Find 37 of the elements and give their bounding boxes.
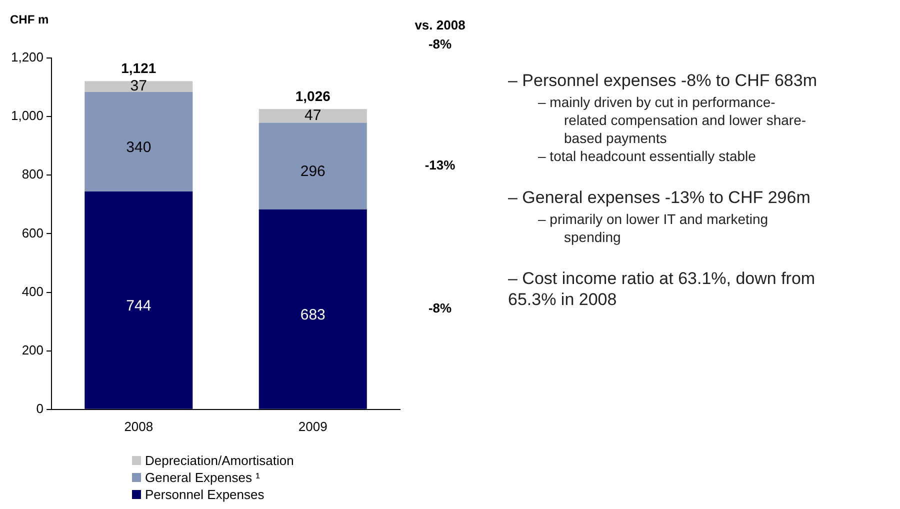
text: -8% (428, 36, 452, 52)
total-label: 1,121 (121, 60, 156, 76)
bar (258, 209, 367, 409)
text: – Personnel expenses -8% to CHF 683m (508, 70, 818, 91)
bar (84, 81, 193, 92)
data-label: 683 (300, 306, 326, 324)
bar (84, 192, 193, 409)
y-tick-label: 600 (22, 225, 44, 240)
y-tick-label: 200 (22, 342, 44, 358)
bar (258, 108, 367, 123)
legend-label: Depreciation/Amortisation (145, 453, 294, 468)
y-tick-label: 0 (36, 400, 44, 416)
text: -8% (428, 300, 452, 316)
y-axis-title: CHF m (10, 12, 49, 26)
text: – total headcount essentially stable (538, 147, 757, 165)
text: -13% (424, 158, 456, 173)
data-label: 744 (126, 297, 152, 314)
legend-label: Personnel Expenses (145, 487, 264, 502)
bar (258, 122, 367, 210)
text: vs. 2008 (414, 18, 466, 33)
total-label: 1,026 (295, 88, 331, 104)
x-tick-label: 2008 (124, 418, 154, 434)
data-label: 47 (304, 106, 322, 124)
y-tick-label: 400 (22, 284, 44, 299)
text: – Cost income ratio at 63.1%, down from 65.3% in 2008 (508, 268, 816, 310)
text: – primarily on lower IT and marketing spending (538, 210, 770, 246)
data-label: 296 (300, 163, 326, 180)
data-label: 340 (126, 138, 152, 156)
y-tick-label: 800 (22, 166, 44, 182)
text: – General expenses -13% to CHF 296m (508, 187, 812, 208)
y-tick-label: 1,000 (10, 108, 44, 124)
data-label: 37 (130, 78, 147, 95)
text: – mainly driven by cut in performance-related compensation and lower share-based payments (538, 93, 808, 147)
bar (84, 92, 193, 192)
y-tick-label: 1,200 (10, 50, 44, 65)
x-tick-label: 2009 (298, 418, 328, 434)
legend-label: General Expenses ¹ (145, 470, 260, 485)
